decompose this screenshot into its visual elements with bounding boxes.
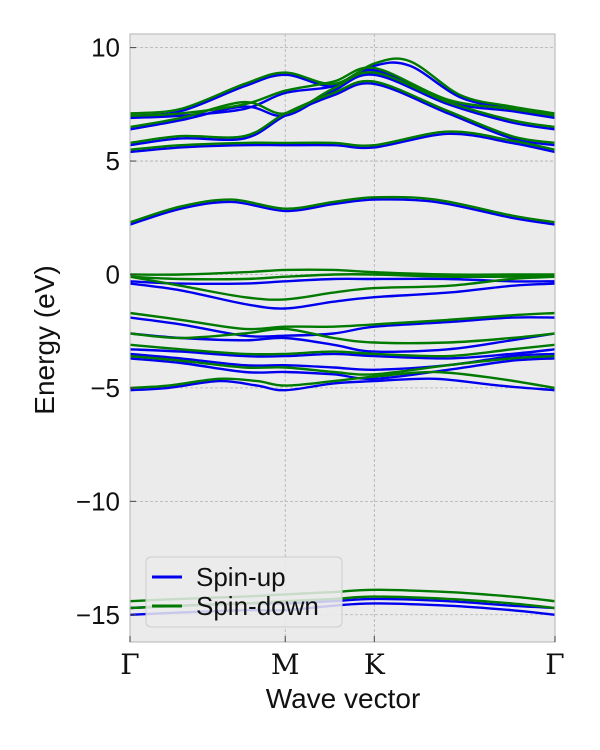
spin-up-band — [129, 132, 556, 154]
spin-up-band — [129, 377, 556, 392]
spin-up-band — [129, 198, 556, 226]
spin-up-band — [129, 316, 556, 338]
y-tick-label: 10 — [91, 33, 120, 63]
legend-label-spin-up: Spin-up — [196, 562, 286, 592]
spin-down-band — [129, 311, 556, 331]
spin-down-band — [129, 130, 556, 151]
spin-down-band — [129, 57, 556, 115]
spin-down-band — [129, 370, 556, 390]
legend-label-spin-down: Spin-down — [196, 591, 319, 621]
spin-down-band — [129, 195, 556, 224]
legend: Spin-up Spin-down — [145, 556, 343, 628]
x-axis-title: Wave vector — [266, 683, 421, 714]
spin-down-band — [129, 268, 555, 276]
spin-down-band — [129, 327, 556, 345]
y-axis-title: Energy (eV) — [29, 265, 60, 414]
x-tick-label: K — [364, 648, 386, 681]
spin-up-band — [129, 73, 556, 131]
spin-down-band — [129, 71, 556, 129]
y-tick-label: 0 — [106, 259, 120, 289]
spin-up-band — [129, 348, 556, 360]
legend-box — [145, 556, 343, 628]
spin-up-band — [129, 357, 556, 381]
y-tick-label: −10 — [76, 486, 120, 516]
spin-down-band — [129, 273, 555, 281]
spin-down-band — [129, 275, 556, 301]
plot-frame — [129, 33, 556, 643]
spin-down-band — [129, 66, 556, 117]
spin-up-band — [129, 282, 556, 310]
spin-down-band — [129, 343, 556, 358]
y-tick-label: −5 — [90, 373, 120, 403]
spin-up-band — [129, 82, 556, 147]
y-tick-label: 5 — [106, 146, 120, 176]
spin-up-band — [129, 352, 556, 372]
y-tick-label: −15 — [76, 600, 120, 630]
spin-down-band — [129, 354, 556, 376]
x-tick-label: Γ — [120, 648, 139, 681]
x-tick-label: Γ — [545, 648, 564, 681]
spin-down-band — [129, 79, 556, 145]
x-tick-label: M — [271, 648, 300, 681]
spin-up-band — [129, 332, 556, 354]
